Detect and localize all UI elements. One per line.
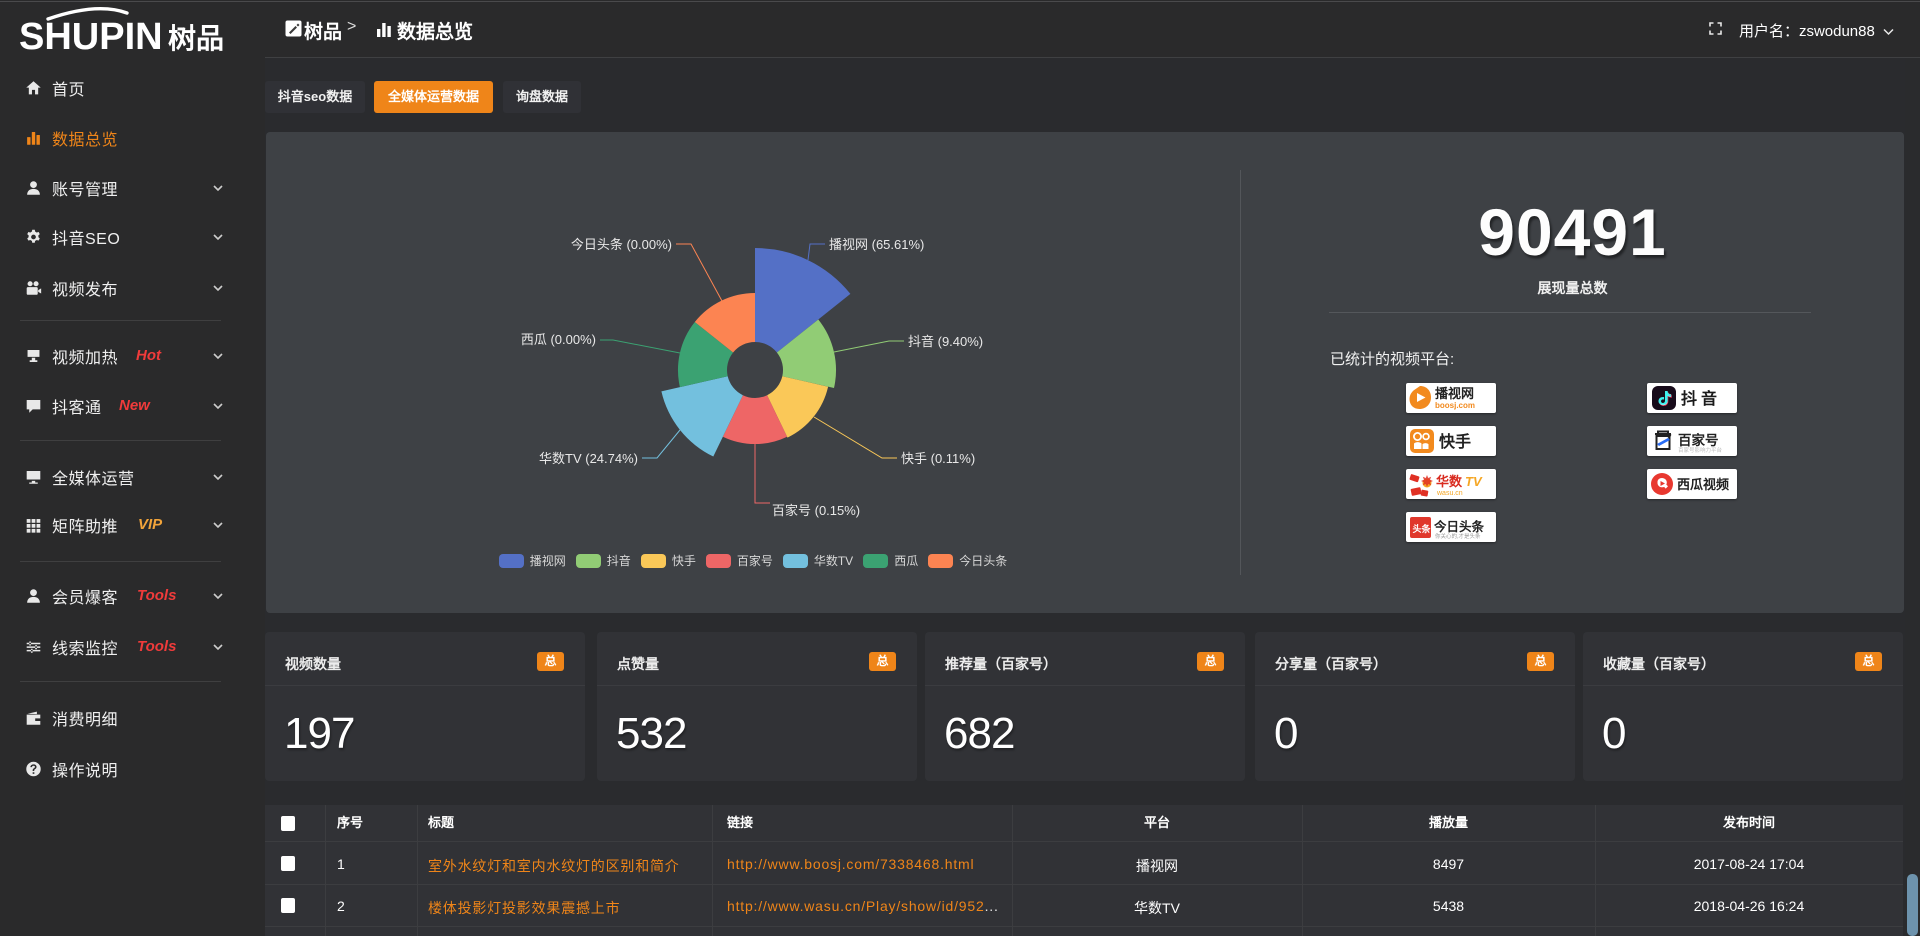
svg-text:抖音 (9.40%): 抖音 (9.40%)	[908, 334, 983, 349]
svg-text:播视网 (65.61%): 播视网 (65.61%)	[829, 237, 924, 252]
svg-text:wasu.cn: wasu.cn	[1436, 490, 1463, 497]
svg-text:boosj.com: boosj.com	[1435, 401, 1475, 410]
svg-text:西瓜视频: 西瓜视频	[1677, 477, 1729, 492]
svg-text:百家号影响力平台: 百家号影响力平台	[1678, 446, 1723, 454]
svg-text:头条: 头条	[1413, 523, 1432, 534]
svg-text:TV: TV	[1465, 474, 1483, 489]
svg-text:播视网: 播视网	[1435, 386, 1474, 401]
svg-text:今日头条 (0.00%): 今日头条 (0.00%)	[571, 237, 672, 252]
svg-text:抖音: 抖音	[1681, 389, 1721, 408]
svg-text:树品: 树品	[168, 23, 224, 54]
svg-text:快手 (0.11%): 快手 (0.11%)	[901, 451, 975, 466]
svg-text:SHUPIN: SHUPIN	[19, 16, 163, 56]
svg-text:百家号: 百家号	[1678, 432, 1719, 448]
svg-text:快手: 快手	[1439, 432, 1471, 451]
svg-text:华数TV (24.74%): 华数TV (24.74%)	[539, 451, 638, 466]
svg-text:百家号 (0.15%): 百家号 (0.15%)	[772, 503, 860, 518]
svg-text:西瓜 (0.00%): 西瓜 (0.00%)	[521, 332, 596, 347]
svg-text:华数: 华数	[1436, 474, 1463, 489]
svg-text:你关心的,才是头条: 你关心的,才是头条	[1435, 532, 1481, 540]
svg-text:今日头条: 今日头条	[1433, 519, 1485, 534]
